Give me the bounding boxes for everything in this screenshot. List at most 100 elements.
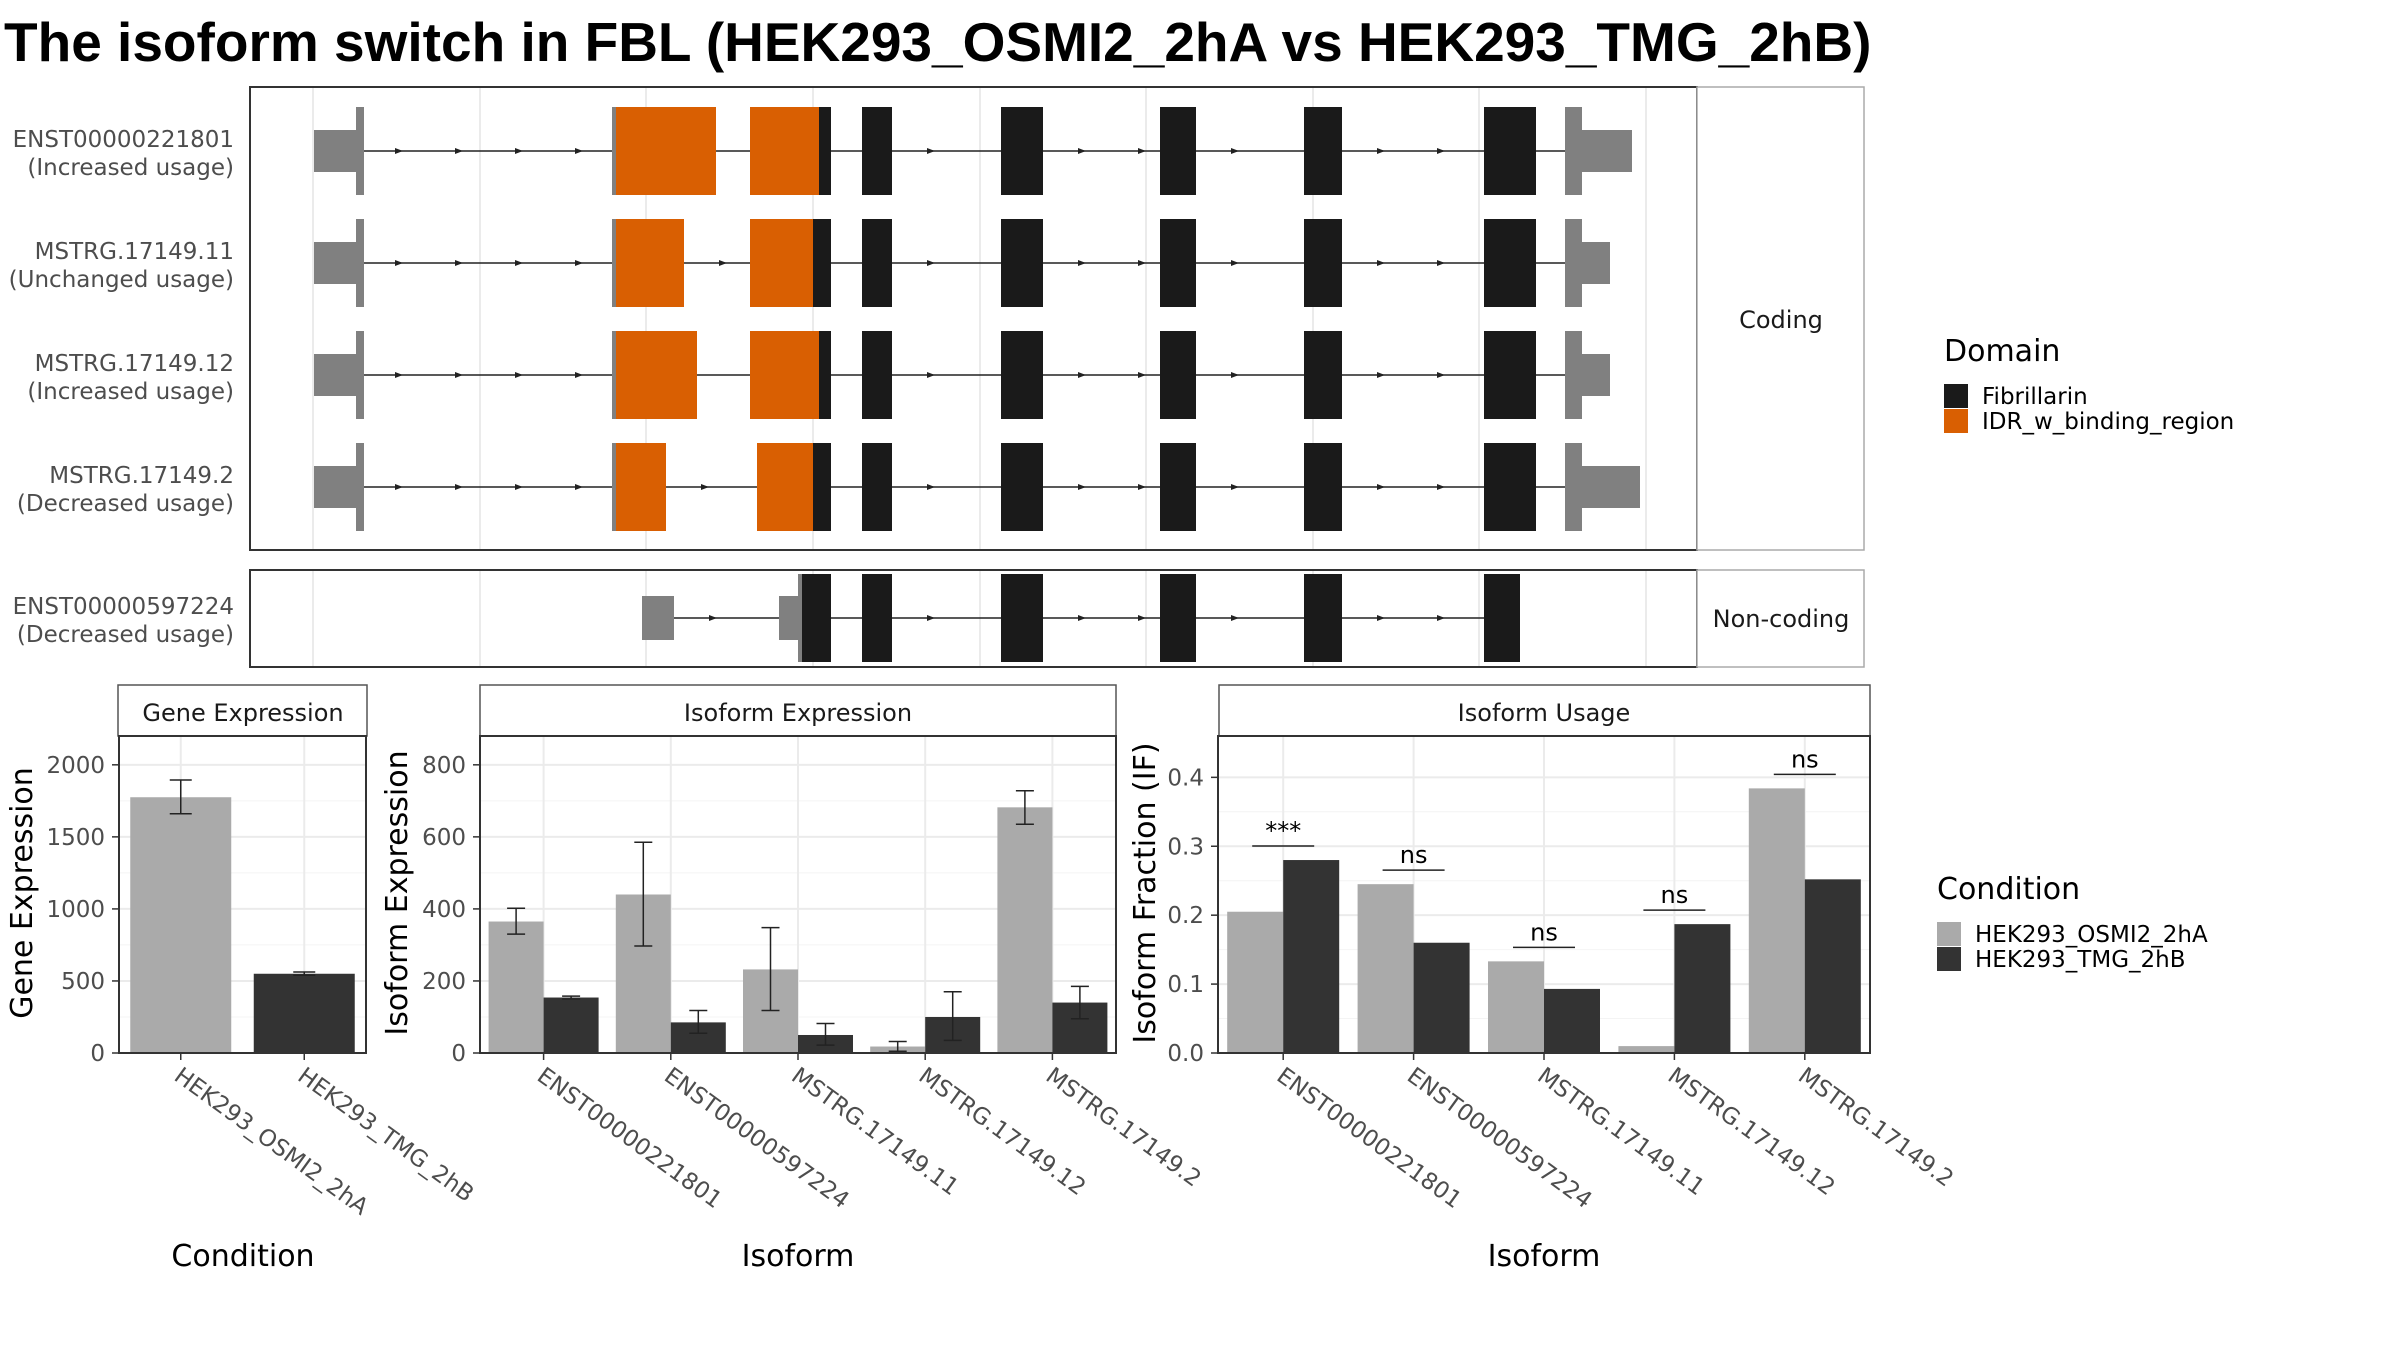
- bar: [130, 797, 232, 1053]
- legend-key-cond-a: [1937, 922, 1961, 946]
- chart-strip: [479, 684, 1117, 737]
- intron-arrow: [1437, 615, 1445, 621]
- utr-3prime-cap: [1565, 107, 1582, 195]
- utr-3prime-cap: [1565, 219, 1582, 307]
- domain-fibrillarin: [1160, 219, 1196, 307]
- utr-3prime-cap: [1565, 443, 1582, 531]
- intron-arrow: [455, 372, 463, 378]
- intron-arrow: [1437, 260, 1445, 266]
- domain-fibrillarin: [1484, 331, 1536, 419]
- intron-arrow: [1437, 484, 1445, 490]
- intron-arrow: [455, 148, 463, 154]
- transcript-usage-label: (Unchanged usage): [9, 267, 234, 293]
- y-tick-label: 600: [422, 825, 466, 851]
- intron-arrow: [455, 260, 463, 266]
- utr-5prime-cap: [356, 331, 364, 419]
- utr-5prime: [314, 354, 356, 396]
- intron-arrow: [701, 484, 709, 490]
- domain-fibrillarin: [1160, 331, 1196, 419]
- utr-3prime: [1582, 466, 1640, 508]
- intron-arrow: [1138, 615, 1146, 621]
- x-tick-label: HEK293_OSMI2_2hA: [169, 1063, 373, 1221]
- domain-idr: [750, 219, 813, 307]
- y-tick-label: 2000: [46, 753, 105, 779]
- transcript-structure-plot: Coding Non-coding ENST00000221801(Increa…: [9, 86, 1865, 668]
- transcript-id-label: ENST00000597224: [13, 594, 234, 620]
- chart-strip: [117, 684, 368, 737]
- domain-fibrillarin: [862, 574, 892, 662]
- domain-idr: [750, 107, 819, 195]
- page-title: The isoform switch in FBL (HEK293_OSMI2_…: [4, 11, 1872, 73]
- condition-legend: Condition HEK293_OSMI2_2hA HEK293_TMG_2h…: [1937, 872, 2208, 973]
- domain-fibrillarin: [1001, 574, 1043, 662]
- bar: [1618, 1046, 1675, 1053]
- intron-arrow: [575, 148, 583, 154]
- transcript-id-label: ENST00000221801: [13, 127, 234, 153]
- intron-arrow: [395, 260, 403, 266]
- intron-arrow: [1377, 372, 1385, 378]
- bar: [1227, 911, 1284, 1053]
- intron-arrow: [575, 372, 583, 378]
- utr-5prime-cap: [356, 107, 364, 195]
- domain-fibrillarin: [819, 331, 831, 419]
- intron-arrow: [1377, 260, 1385, 266]
- intron-arrow: [1078, 148, 1086, 154]
- intron-arrow: [927, 484, 935, 490]
- intron-arrow: [395, 148, 403, 154]
- transcript-id-label: MSTRG.17149.2: [49, 463, 234, 489]
- transcript-features: [314, 107, 1640, 662]
- domain-idr: [750, 331, 819, 419]
- domain-idr: [616, 219, 684, 307]
- facet-label-coding: Coding: [1739, 306, 1823, 334]
- domain-fibrillarin: [819, 107, 831, 195]
- intron-arrow: [1078, 615, 1086, 621]
- significance-label: ns: [1661, 881, 1689, 909]
- intron-arrow: [575, 260, 583, 266]
- condition-legend-title: Condition: [1937, 872, 2080, 907]
- domain-fibrillarin: [1484, 574, 1520, 662]
- y-tick-label: 1000: [46, 897, 105, 923]
- intron-arrow: [1437, 148, 1445, 154]
- domain-fibrillarin: [802, 574, 831, 662]
- intron-arrow: [927, 260, 935, 266]
- legend-label-cond-a: HEK293_OSMI2_2hA: [1975, 922, 2208, 948]
- y-tick-label: 800: [422, 753, 466, 779]
- intron-arrow: [395, 484, 403, 490]
- intron-arrow: [927, 615, 935, 621]
- domain-fibrillarin: [1304, 107, 1342, 195]
- intron-arrow: [515, 484, 523, 490]
- structure-gridlines: [312, 87, 1647, 667]
- bar: [1283, 860, 1340, 1053]
- intron-arrow: [515, 260, 523, 266]
- intron-arrow: [1138, 372, 1146, 378]
- domain-legend: Domain Fibrillarin IDR_w_binding_region: [1944, 334, 2234, 435]
- domain-idr: [616, 331, 697, 419]
- y-tick-label: 400: [422, 897, 466, 923]
- bar: [997, 807, 1053, 1053]
- significance-label: ns: [1530, 918, 1558, 946]
- gene-expression-xlabel: Condition: [171, 1239, 314, 1274]
- domain-fibrillarin: [1001, 219, 1043, 307]
- y-tick-label: 0: [90, 1041, 105, 1067]
- intron-arrow: [1231, 372, 1239, 378]
- intron-arrow: [515, 148, 523, 154]
- utr-5prime: [314, 130, 356, 172]
- isoform-expression-chart: Isoform Expression Isoform Isoform Expre…: [380, 684, 1206, 1274]
- intron-arrow: [575, 484, 583, 490]
- bar: [1544, 988, 1600, 1053]
- y-tick-label: 0.0: [1167, 1041, 1204, 1067]
- noncoding-exon: [642, 596, 674, 640]
- facet-label-noncoding: Non-coding: [1713, 605, 1850, 633]
- isoform-usage-chart: Isoform Usage Isoform Isoform Fraction (…: [1128, 684, 1958, 1274]
- transcript-usage-label: (Increased usage): [27, 155, 234, 181]
- intron-arrow: [1231, 615, 1239, 621]
- y-tick-label: 200: [422, 969, 466, 995]
- domain-fibrillarin: [1304, 574, 1342, 662]
- y-tick-label: 0.2: [1167, 903, 1204, 929]
- legend-label-fibrillarin: Fibrillarin: [1982, 384, 2088, 410]
- domain-fibrillarin: [862, 331, 892, 419]
- domain-fibrillarin: [1001, 443, 1043, 531]
- isoform-usage-ylabel: Isoform Fraction (IF): [1128, 742, 1163, 1043]
- domain-fibrillarin: [1160, 107, 1196, 195]
- utr-3prime-cap: [1565, 331, 1582, 419]
